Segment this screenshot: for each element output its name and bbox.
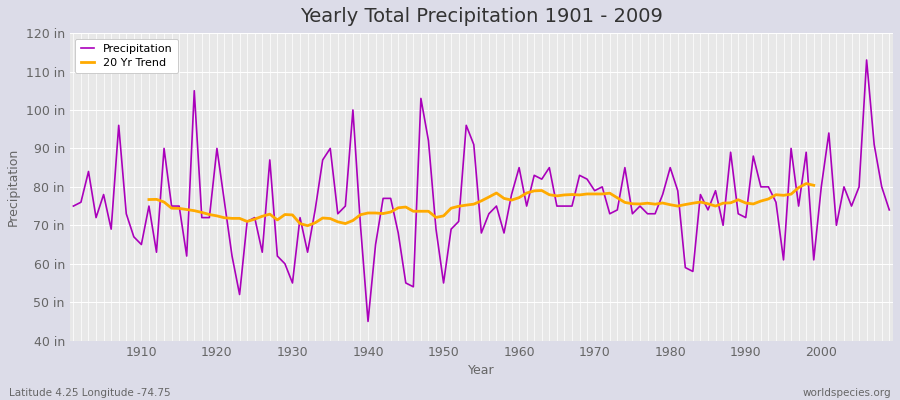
20 Yr Trend [491, 190, 502, 195]
Text: Latitude 4.25 Longitude -74.75: Latitude 4.25 Longitude -74.75 [9, 388, 171, 398]
Precipitation [884, 208, 895, 212]
20 Yr Trend [212, 214, 222, 218]
Text: worldspecies.org: worldspecies.org [803, 388, 891, 398]
Title: Yearly Total Precipitation 1901 - 2009: Yearly Total Precipitation 1901 - 2009 [300, 7, 662, 26]
20 Yr Trend [143, 197, 154, 202]
20 Yr Trend [280, 212, 291, 217]
20 Yr Trend [741, 200, 751, 205]
Precipitation [514, 165, 525, 170]
Precipitation [363, 319, 374, 324]
Precipitation [340, 204, 351, 208]
Legend: Precipitation, 20 Yr Trend: Precipitation, 20 Yr Trend [76, 39, 178, 73]
20 Yr Trend [408, 209, 418, 214]
Y-axis label: Precipitation: Precipitation [7, 148, 20, 226]
20 Yr Trend [227, 216, 238, 221]
Precipitation [294, 215, 305, 220]
Line: 20 Yr Trend: 20 Yr Trend [148, 184, 814, 226]
20 Yr Trend [808, 183, 819, 188]
Precipitation [68, 204, 79, 208]
X-axis label: Year: Year [468, 364, 495, 377]
20 Yr Trend [801, 181, 812, 186]
Precipitation [612, 208, 623, 212]
Line: Precipitation: Precipitation [74, 60, 889, 322]
Precipitation [521, 204, 532, 208]
Precipitation [129, 234, 140, 239]
Precipitation [861, 58, 872, 62]
20 Yr Trend [302, 223, 313, 228]
